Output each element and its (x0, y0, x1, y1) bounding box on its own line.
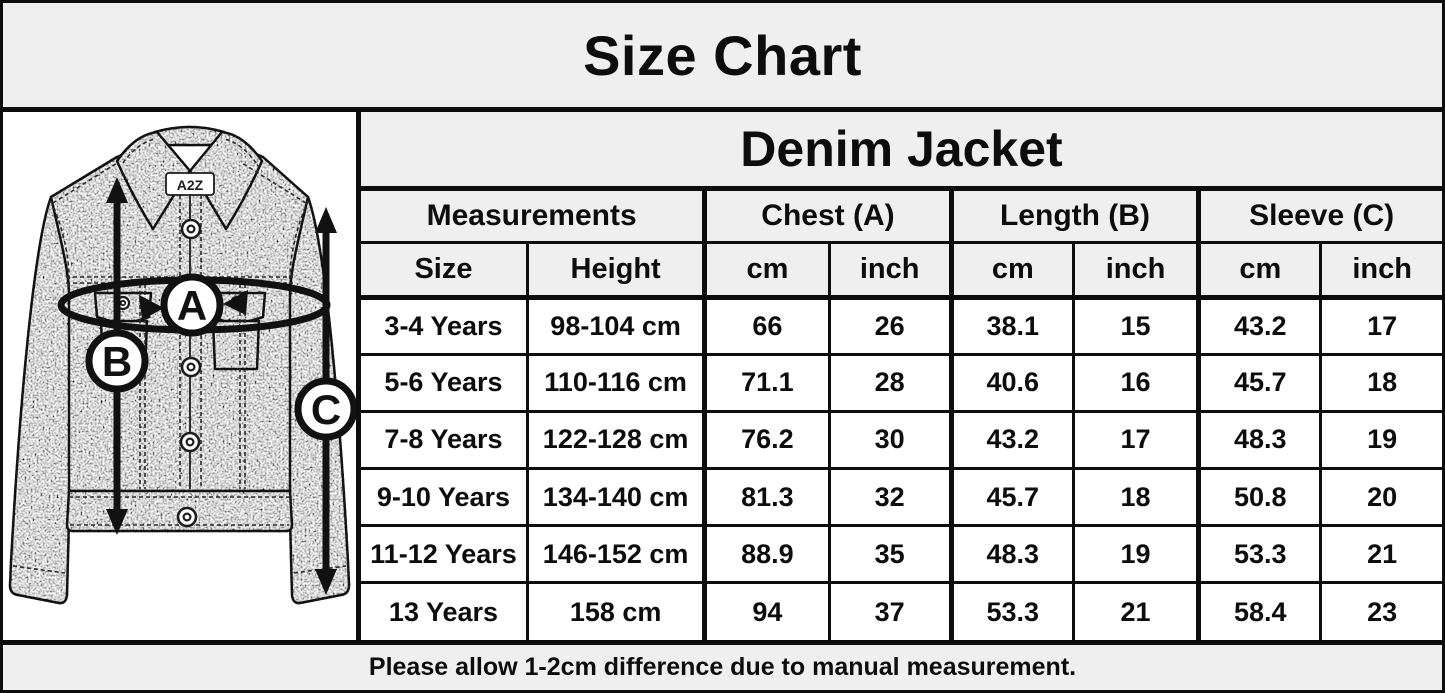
sleeve-arrowhead-bottom (315, 569, 337, 595)
cell-sleeve-inch: 18 (1319, 352, 1442, 413)
cell-chest-cm: 76.2 (703, 409, 831, 470)
cell-length-inch: 15 (1071, 295, 1202, 356)
cell-length-cm: 43.2 (949, 409, 1075, 470)
jacket-diagram-panel: A2Z (3, 112, 361, 640)
cell-size: 5-6 Years (361, 352, 529, 413)
length-arrowhead-top (106, 177, 128, 203)
chest-label: A (177, 282, 207, 329)
cell-chest-inch: 30 (827, 409, 954, 470)
sub-header-chest-cm: cm (703, 240, 831, 300)
table-title-row: Denim Jacket (361, 112, 1442, 191)
cell-sleeve-inch: 19 (1319, 409, 1442, 470)
table-row: 3-4 Years 98-104 cm 66 26 38.1 15 43.2 1… (361, 295, 1442, 356)
cell-chest-cm: 71.1 (703, 352, 831, 413)
length-arrowhead-bottom (106, 509, 128, 535)
length-label: B (102, 338, 132, 385)
cell-length-cm: 45.7 (949, 466, 1075, 528)
page-header: Size Chart (3, 3, 1442, 112)
cell-sleeve-cm: 53.3 (1197, 524, 1323, 585)
cell-chest-inch: 37 (827, 581, 954, 640)
cell-height: 146-152 cm (525, 524, 708, 585)
table-title: Denim Jacket (361, 112, 1442, 191)
cell-size: 11-12 Years (361, 524, 529, 585)
cell-length-inch: 21 (1071, 581, 1202, 640)
sub-header-chest-inch: inch (827, 240, 954, 300)
group-header-chest: Chest (A) (703, 186, 954, 244)
footer-note-band: Please allow 1-2cm difference due to man… (3, 640, 1442, 690)
cell-sleeve-cm: 43.2 (1197, 295, 1323, 356)
sleeve-label-circle (294, 377, 356, 441)
table-row: 5-6 Years 110-116 cm 71.1 28 40.6 16 45.… (361, 352, 1442, 413)
length-label-circle (85, 329, 149, 393)
sub-header-sleeve-cm: cm (1197, 240, 1323, 300)
table-row: 7-8 Years 122-128 cm 76.2 30 43.2 17 48.… (361, 409, 1442, 470)
right-pocket (211, 319, 261, 371)
sub-header-size: Size (361, 240, 529, 300)
column-group-header-row: Measurements Chest (A) Length (B) Sleeve… (361, 186, 1442, 244)
cell-size: 3-4 Years (361, 295, 529, 356)
jacket-illustration: A2Z (8, 125, 356, 605)
cell-length-cm: 40.6 (949, 352, 1075, 413)
cell-size: 13 Years (361, 581, 529, 640)
cell-height: 122-128 cm (525, 409, 708, 470)
table-row: 13 Years 158 cm 94 37 53.3 21 58.4 23 (361, 581, 1442, 640)
cell-chest-cm: 88.9 (703, 524, 831, 585)
left-sleeve (8, 195, 77, 605)
cell-height: 110-116 cm (525, 352, 708, 413)
measurement-annotations: A B C (57, 177, 356, 595)
sleeve-arrowhead-top (315, 207, 337, 233)
cell-sleeve-inch: 20 (1319, 466, 1442, 528)
cell-sleeve-cm: 50.8 (1197, 466, 1323, 528)
group-header-length: Length (B) (949, 186, 1202, 244)
cell-size: 9-10 Years (361, 466, 529, 528)
sub-header-length-inch: inch (1071, 240, 1202, 300)
cell-sleeve-cm: 45.7 (1197, 352, 1323, 413)
sub-header-sleeve-inch: inch (1319, 240, 1442, 300)
cell-sleeve-inch: 21 (1319, 524, 1442, 585)
cell-height: 158 cm (525, 581, 708, 640)
sub-header-row: Size Height cm inch cm inch cm inch (361, 240, 1442, 300)
cell-length-inch: 16 (1071, 352, 1202, 413)
cell-sleeve-inch: 23 (1319, 581, 1442, 640)
brand-tag: A2Z (165, 172, 215, 196)
cell-chest-cm: 66 (703, 295, 831, 356)
group-header-sleeve: Sleeve (C) (1197, 186, 1442, 244)
sleeve-label: C (311, 386, 341, 433)
cell-length-cm: 38.1 (949, 295, 1075, 356)
cell-length-cm: 48.3 (949, 524, 1075, 585)
cell-chest-cm: 81.3 (703, 466, 831, 528)
size-table: Denim Jacket Measurements Chest (A) Leng… (361, 112, 1442, 640)
chest-label-circle (160, 273, 224, 337)
cell-length-cm: 53.3 (949, 581, 1075, 640)
cell-length-inch: 17 (1071, 409, 1202, 470)
cell-length-inch: 19 (1071, 524, 1202, 585)
chest-arrowhead-right (223, 290, 248, 315)
cell-sleeve-cm: 58.4 (1197, 581, 1323, 640)
sub-header-height: Height (525, 240, 708, 300)
group-header-measurements: Measurements (361, 186, 708, 244)
footer-note: Please allow 1-2cm difference due to man… (368, 653, 1077, 681)
cell-size: 7-8 Years (361, 409, 529, 470)
sub-header-length-cm: cm (949, 240, 1075, 300)
cell-height: 98-104 cm (525, 295, 708, 356)
cell-chest-inch: 35 (827, 524, 954, 585)
brand-tag-label: A2Z (177, 177, 204, 193)
content-area: A2Z (3, 112, 1442, 640)
page-title: Size Chart (583, 23, 862, 87)
cell-chest-cm: 94 (703, 581, 831, 640)
cell-length-inch: 18 (1071, 466, 1202, 528)
cell-sleeve-cm: 48.3 (1197, 409, 1323, 470)
cell-sleeve-inch: 17 (1319, 295, 1442, 356)
size-table-panel: Denim Jacket Measurements Chest (A) Leng… (361, 112, 1442, 640)
table-row: 9-10 Years 134-140 cm 81.3 32 45.7 18 50… (361, 466, 1442, 528)
cell-chest-inch: 28 (827, 352, 954, 413)
chest-arrowhead-left (139, 295, 164, 320)
cell-height: 134-140 cm (525, 466, 708, 528)
cell-chest-inch: 26 (827, 295, 954, 356)
cell-chest-inch: 32 (827, 466, 954, 528)
table-row: 11-12 Years 146-152 cm 88.9 35 48.3 19 5… (361, 524, 1442, 585)
